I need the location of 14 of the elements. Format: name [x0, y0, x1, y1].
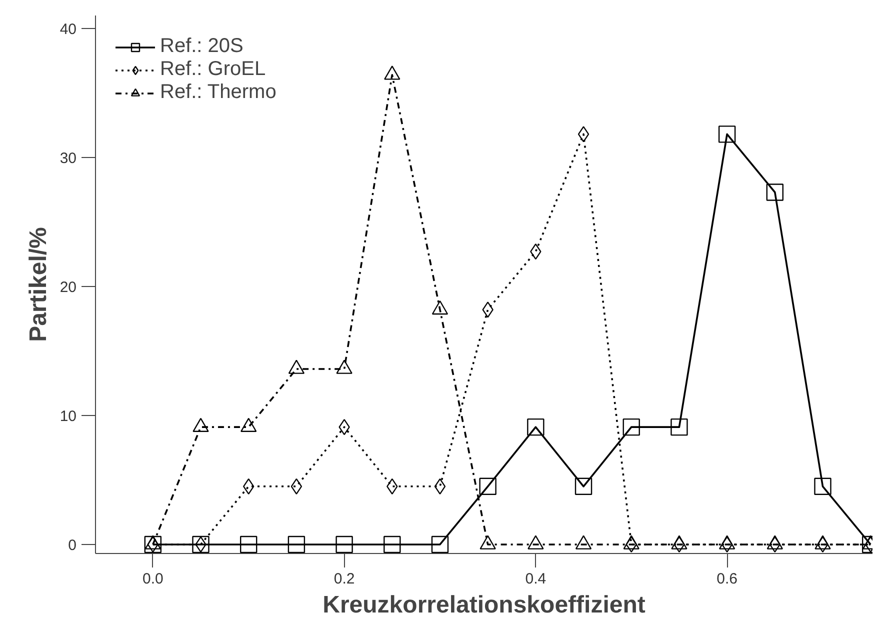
- legend-label: Ref.: GroEL: [160, 58, 266, 81]
- y-tick-label: 20: [60, 278, 77, 296]
- y-axis-title: Partikel/%: [24, 227, 52, 342]
- x-axis-title: Kreuzkorrelationskoeffizient: [322, 592, 646, 618]
- x-tick-label: 0.4: [525, 570, 546, 588]
- x-tick-label: 0.6: [716, 570, 738, 588]
- y-tick-label: 0: [68, 536, 76, 554]
- x-tick-label: 0.0: [142, 570, 164, 588]
- y-tick-label: 10: [60, 408, 77, 425]
- y-tick-label: 40: [60, 20, 77, 38]
- y-tick-label: 30: [60, 150, 77, 167]
- legend-label: Ref.: Thermo: [160, 81, 276, 104]
- legend-label: Ref.: 20S: [160, 35, 244, 58]
- x-tick-label: 0.2: [334, 570, 355, 588]
